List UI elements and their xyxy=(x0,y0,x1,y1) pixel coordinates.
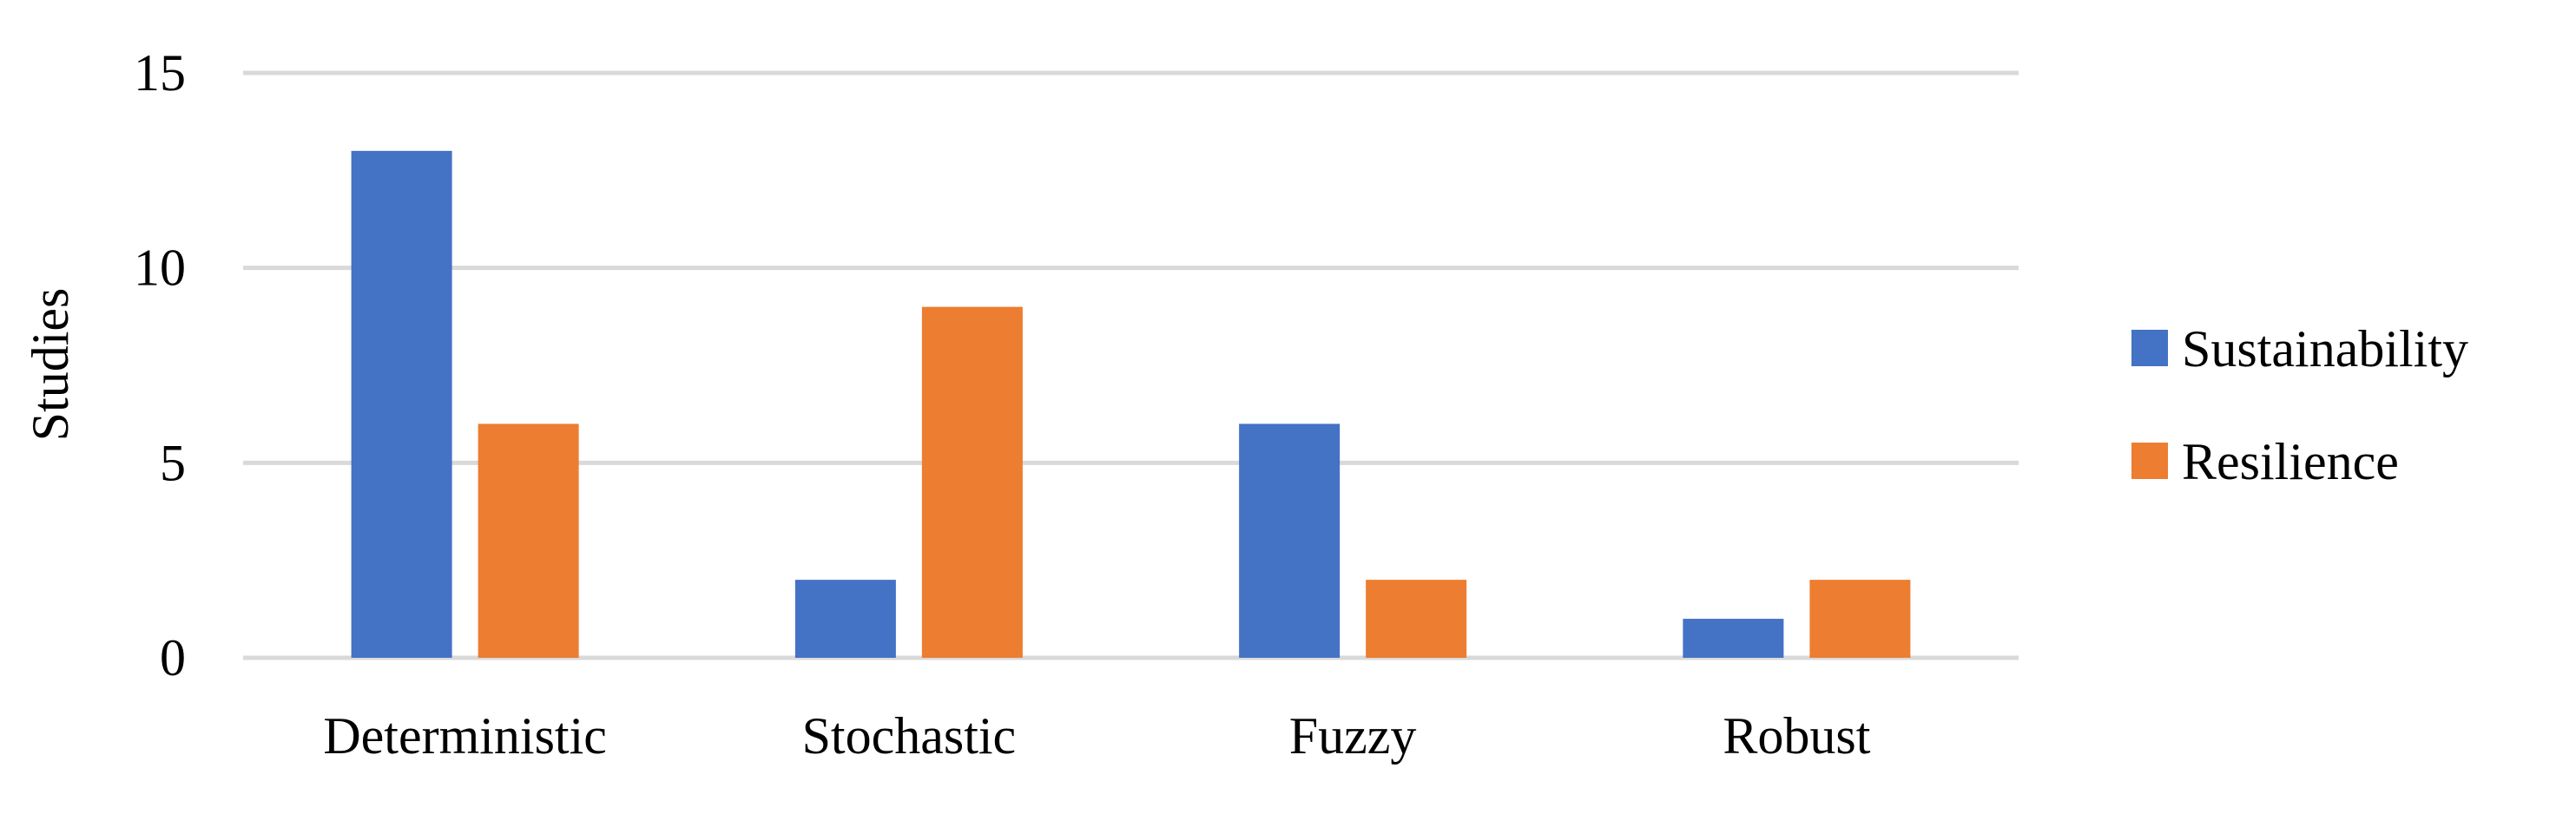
x-tick-label: Stochastic xyxy=(802,707,1017,765)
y-tick-label: 10 xyxy=(134,240,186,297)
legend: Sustainability Resilience xyxy=(2131,320,2468,490)
x-tick-label: Robust xyxy=(1723,707,1870,765)
legend-swatch-sustainability xyxy=(2131,330,2168,366)
bar-sustainability-fuzzy xyxy=(1239,423,1341,658)
x-axis-ticks: Deterministic Stochastic Fuzzy Robust xyxy=(323,707,1870,765)
legend-label-sustainability: Sustainability xyxy=(2182,320,2468,377)
bar-sustainability-stochastic xyxy=(794,580,896,658)
y-tick-label: 0 xyxy=(160,629,186,686)
bar-sustainability-robust xyxy=(1683,619,1784,658)
y-tick-label: 5 xyxy=(160,434,186,491)
y-tick-label: 15 xyxy=(134,44,186,102)
y-axis-ticks: 0 5 10 15 xyxy=(134,44,186,686)
bar-sustainability-deterministic xyxy=(351,150,452,658)
x-tick-label: Deterministic xyxy=(323,707,607,765)
bar-resilience-fuzzy xyxy=(1366,580,1467,658)
legend-swatch-resilience xyxy=(2131,443,2168,479)
x-tick-label: Fuzzy xyxy=(1289,707,1417,765)
bar-resilience-robust xyxy=(1809,580,1911,658)
bars xyxy=(351,150,1911,658)
legend-label-resilience: Resilience xyxy=(2182,433,2399,490)
y-axis-title: Studies xyxy=(22,288,79,442)
bar-resilience-stochastic xyxy=(921,306,1023,658)
bar-resilience-deterministic xyxy=(478,423,579,658)
